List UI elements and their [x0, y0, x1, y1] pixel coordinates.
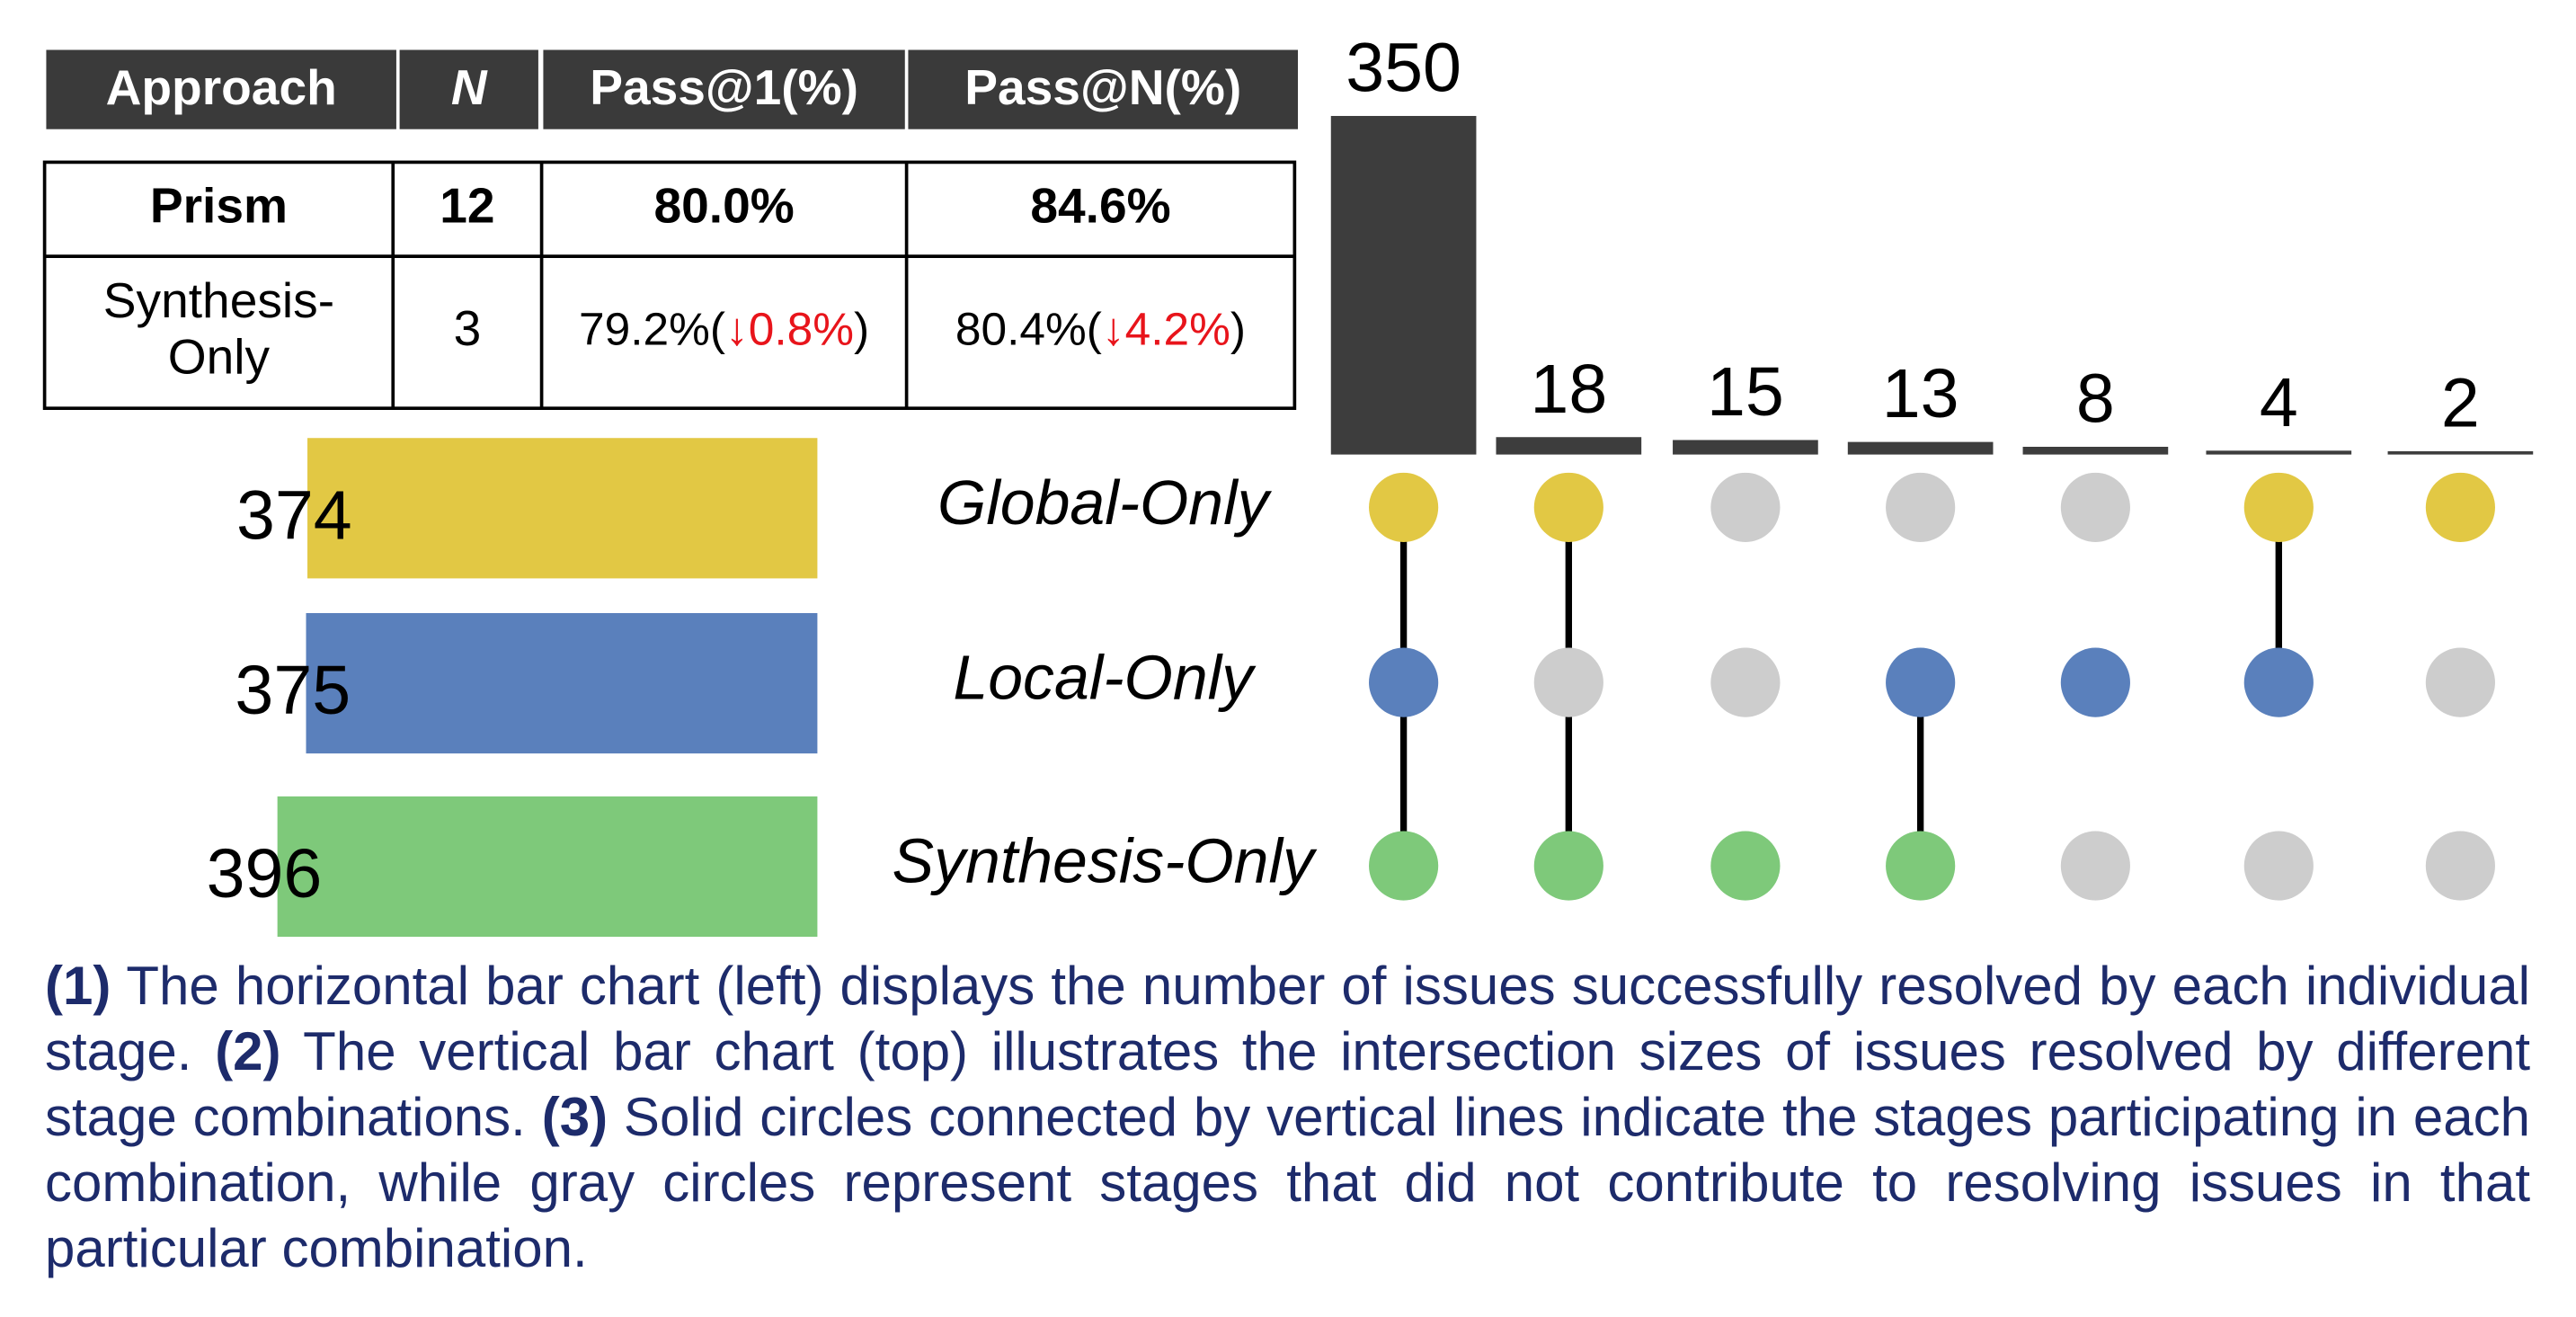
intersection-label: 15 — [1707, 353, 1784, 431]
caption-text: The vertical bar chart (top) illustrates… — [45, 1021, 2530, 1147]
cell-part: 80.4%( — [955, 302, 1102, 354]
intersection-bar — [1673, 440, 1818, 455]
table-cell: 79.2%(↓0.8%) — [579, 302, 869, 354]
caption-text: (1) — [45, 956, 111, 1016]
set-name: Local-Only — [953, 643, 1257, 713]
intersection-label: 350 — [1346, 30, 1461, 107]
member-dot — [2425, 472, 2495, 542]
set-size-label: 396 — [207, 835, 323, 912]
header-cell — [399, 49, 538, 129]
table-cell: 84.6% — [1030, 177, 1170, 233]
caption-text: The horizontal bar chart (left) displays… — [45, 956, 2530, 1081]
intersection-label: 4 — [2260, 364, 2298, 441]
caption-text: (3) — [541, 1087, 608, 1147]
intersection-label: 13 — [1882, 355, 1959, 432]
intersection-bar — [2022, 446, 2169, 455]
table-cell: Prism — [150, 177, 288, 233]
intersection-bar — [1330, 115, 1477, 455]
set-size-label: 374 — [236, 476, 352, 554]
member-dot — [1533, 831, 1603, 901]
caption: (1) The horizontal bar chart (left) disp… — [45, 953, 2530, 1281]
member-dot — [1533, 472, 1603, 542]
member-dot — [1369, 647, 1439, 717]
nonmember-dot — [2060, 831, 2130, 901]
nonmember-dot — [2243, 831, 2314, 901]
intersection-bar — [1496, 437, 1642, 455]
nonmember-dot — [1710, 647, 1781, 717]
caption-text: Solid circles connected by vertical line… — [45, 1087, 2530, 1278]
table-cell: Synthesis- — [103, 272, 334, 328]
set-bar — [307, 438, 818, 579]
table-border — [42, 160, 1297, 411]
set-name: Synthesis-Only — [893, 826, 1318, 896]
member-dot — [2243, 647, 2314, 717]
intersection-label: 2 — [2441, 365, 2480, 442]
header-text: Pass@N(%) — [964, 59, 1241, 115]
header-cell — [46, 49, 396, 129]
member-dot — [1886, 647, 1956, 717]
table-cell: 80.0% — [653, 177, 794, 233]
header-text: Approach — [106, 59, 337, 115]
intersection-label: 8 — [2076, 360, 2115, 438]
cell-part: ) — [1230, 302, 1246, 354]
header-text: N — [451, 59, 488, 115]
table-cell: 80.4%(↓4.2%) — [955, 302, 1246, 354]
table-cell: Only — [168, 328, 271, 384]
member-dot — [1710, 831, 1781, 901]
intersection-label: 18 — [1530, 351, 1607, 428]
member-dot — [1369, 831, 1439, 901]
member-dot — [2060, 647, 2130, 717]
set-bar — [277, 796, 818, 938]
set-bar — [306, 612, 818, 754]
table-cell: 12 — [440, 177, 494, 233]
nonmember-dot — [1710, 472, 1781, 542]
cell-part: ↓4.2% — [1102, 302, 1230, 354]
header-cell — [908, 49, 1299, 129]
nonmember-dot — [2425, 831, 2495, 901]
member-dot — [1886, 831, 1956, 901]
table-cell: 3 — [454, 300, 482, 356]
cell-part: ↓0.8% — [725, 302, 854, 354]
caption-text: (2) — [215, 1021, 281, 1081]
cell-part: ) — [854, 302, 869, 354]
nonmember-dot — [2060, 472, 2130, 542]
set-size-label: 375 — [235, 652, 351, 729]
nonmember-dot — [2425, 647, 2495, 717]
intersection-bar — [2387, 450, 2534, 455]
member-dot — [2243, 472, 2314, 542]
nonmember-dot — [1533, 647, 1603, 717]
header-text: Pass@1(%) — [590, 59, 858, 115]
member-dot — [1369, 472, 1439, 542]
nonmember-dot — [1886, 472, 1956, 542]
intersection-bar — [1847, 441, 1994, 455]
header-cell — [543, 49, 905, 129]
set-name: Global-Only — [937, 467, 1273, 538]
cell-part: 79.2%( — [579, 302, 725, 354]
intersection-bar — [2206, 450, 2352, 455]
